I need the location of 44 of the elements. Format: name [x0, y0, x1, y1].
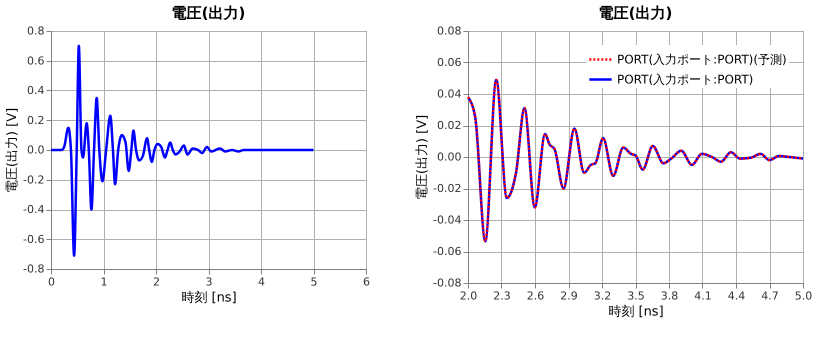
x-tick-label: 3.8	[660, 290, 678, 302]
y-tick-label: -0.8	[23, 262, 44, 276]
x-tick-label: 4.4	[728, 290, 746, 302]
chart-title: 電圧(出力)	[172, 4, 246, 22]
x-tick-label: 4.7	[761, 290, 779, 302]
x-tick-label: 5	[310, 276, 318, 288]
x-tick-label: 3.2	[594, 290, 612, 302]
x-tick-label: 5.0	[794, 290, 812, 302]
y-tick-label: -0.02	[433, 182, 462, 195]
y-tick-label: -0.6	[23, 232, 44, 246]
y-tick-label: 0.00	[437, 150, 462, 164]
y-axis-title: 電圧(出力) [V]	[5, 108, 20, 194]
x-axis-title: 時刻 [ns]	[608, 304, 664, 320]
y-tick-label: 0.2	[27, 114, 44, 127]
x-tick-label: 0	[48, 276, 55, 288]
y-tick-label: -0.2	[23, 173, 44, 186]
y-tick-label: 0.4	[27, 84, 44, 97]
legend-label: PORT(入力ポート:PORT)(予測)	[617, 52, 787, 66]
y-tick-label: 0.0	[27, 144, 44, 156]
y-tick-label: 0.02	[437, 119, 462, 132]
y-tick-label: 0.6	[27, 54, 44, 68]
y-tick-label: -0.4	[23, 203, 44, 216]
x-tick-label: 3.5	[627, 290, 645, 302]
x-tick-label: 4.1	[694, 290, 712, 302]
x-tick-label: 2	[153, 276, 160, 288]
y-tick-label: -0.06	[433, 245, 462, 258]
y-tick-label: 0.04	[437, 88, 462, 100]
x-tick-label: 2.3	[493, 290, 511, 302]
chart-title: 電圧(出力)	[598, 4, 672, 22]
x-axis-title: 時刻 [ns]	[181, 290, 237, 306]
y-tick-label: 0.8	[27, 24, 44, 38]
x-tick-label: 2.0	[460, 290, 478, 302]
x-tick-label: 1	[100, 276, 108, 288]
x-tick-label: 6	[363, 276, 370, 288]
x-tick-label: 3	[206, 276, 212, 288]
x-tick-label: 2.9	[560, 290, 578, 302]
y-tick-label: -0.04	[433, 214, 462, 226]
y-tick-label: 0.06	[437, 56, 462, 69]
y-tick-label: -0.08	[433, 276, 462, 290]
x-tick-label: 2.6	[526, 290, 544, 302]
y-tick-label: 0.08	[437, 24, 462, 38]
x-tick-label: 4	[258, 276, 265, 288]
legend-label: PORT(入力ポート:PORT)	[617, 72, 754, 86]
y-axis-title: 電圧(出力) [V]	[415, 114, 430, 200]
